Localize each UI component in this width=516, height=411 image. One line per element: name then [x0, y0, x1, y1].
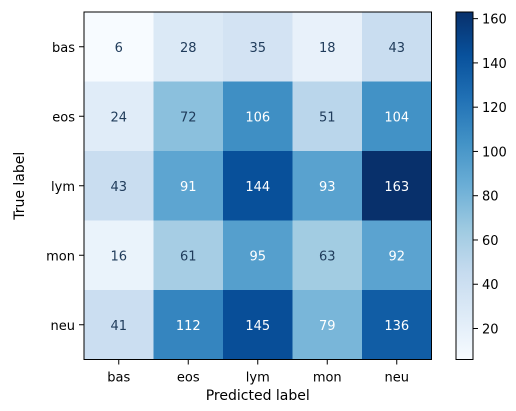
heatmap-cell: [362, 151, 432, 221]
heatmap-cell: [153, 151, 224, 221]
heatmap-cell: [223, 220, 293, 291]
cell-value-label: 95: [249, 249, 266, 264]
colorbar-tick-label: 120: [482, 101, 507, 116]
heatmap-cell: [153, 81, 224, 152]
colorbar-tick-label: 80: [482, 190, 499, 205]
x-axis-label: Predicted label: [206, 388, 310, 404]
cell-value-label: 61: [180, 249, 197, 264]
x-tick-label: lym: [246, 371, 270, 386]
cell-value-label: 106: [245, 110, 270, 125]
cell-value-label: 163: [384, 180, 409, 195]
heatmap-cell: [292, 12, 363, 82]
heatmap-cell: [223, 12, 293, 82]
cell-value-label: 16: [110, 249, 127, 264]
x-tick-label: neu: [385, 371, 409, 386]
heatmap-cell: [153, 220, 224, 291]
cell-value-label: 92: [388, 249, 405, 264]
heatmap-cell: [292, 81, 363, 152]
y-tick-label: lym: [51, 180, 75, 195]
heatmap-cell: [362, 81, 432, 152]
heatmap-cell: [362, 290, 432, 360]
heatmap-cell: [153, 12, 224, 82]
y-tick-label: mon: [46, 249, 75, 264]
colorbar-ticks: 20 40 60 80 100 120 140 160: [473, 13, 507, 338]
y-tick-label: neu: [51, 319, 75, 334]
cell-value-label: 41: [110, 319, 127, 334]
y-tick-label: bas: [52, 41, 75, 56]
cell-value-label: 72: [180, 110, 197, 125]
colorbar-tick-label: 40: [482, 278, 499, 293]
cell-value-label: 35: [249, 41, 266, 56]
heatmap-cell: [292, 290, 363, 360]
colorbar-tick-label: 60: [482, 234, 499, 249]
y-tick-label: eos: [52, 110, 75, 125]
heatmap-cell: [223, 81, 293, 152]
cell-value-label: 112: [176, 319, 201, 334]
heatmap-cell: [223, 151, 293, 221]
heatmap-cell: [362, 220, 432, 291]
cell-value-label: 91: [180, 180, 197, 195]
x-axis-ticks: bas eos lym mon neu: [107, 359, 409, 386]
cell-value-label: 51: [319, 110, 336, 125]
cell-value-label: 79: [319, 319, 336, 334]
cell-value-label: 104: [384, 110, 409, 125]
cell-value-label: 144: [245, 180, 270, 195]
colorbar-tick-label: 20: [482, 323, 499, 338]
heatmap-cell: [223, 290, 293, 360]
y-axis-ticks: bas eos lym mon neu: [46, 41, 84, 334]
heatmap-cell: [362, 12, 432, 82]
heatmap-cell: [292, 220, 363, 291]
cell-value-label: 145: [245, 319, 270, 334]
heatmap-cell: [84, 220, 154, 291]
heatmap-cell: [153, 290, 224, 360]
colorbar-tick-label: 160: [482, 13, 507, 28]
heatmap-cell: [84, 290, 154, 360]
y-axis-label: True label: [12, 152, 28, 221]
colorbar-tick-label: 140: [482, 57, 507, 72]
cell-value-label: 28: [180, 41, 197, 56]
colorbar-tick-label: 100: [482, 145, 507, 160]
cell-value-label: 18: [319, 41, 336, 56]
x-tick-label: bas: [107, 371, 130, 386]
x-tick-label: eos: [177, 371, 200, 386]
heatmap-cell: [84, 81, 154, 152]
x-tick-label: mon: [313, 371, 342, 386]
heatmap-cell: [84, 151, 154, 221]
cell-value-label: 43: [388, 41, 405, 56]
cell-value-label: 63: [319, 249, 336, 264]
cell-value-label: 93: [319, 180, 336, 195]
heatmap-cell: [292, 151, 363, 221]
heatmap-cells: 6 28 35 18 43 24 72 106 51 104 43 91 144 93 163 16 61 95 6…: [84, 12, 432, 360]
cell-value-label: 24: [110, 110, 127, 125]
cell-value-label: 6: [115, 41, 123, 56]
heatmap-cell: [84, 12, 154, 82]
cell-value-label: 136: [384, 319, 409, 334]
cell-value-label: 43: [110, 180, 127, 195]
colorbar: [455, 11, 474, 360]
